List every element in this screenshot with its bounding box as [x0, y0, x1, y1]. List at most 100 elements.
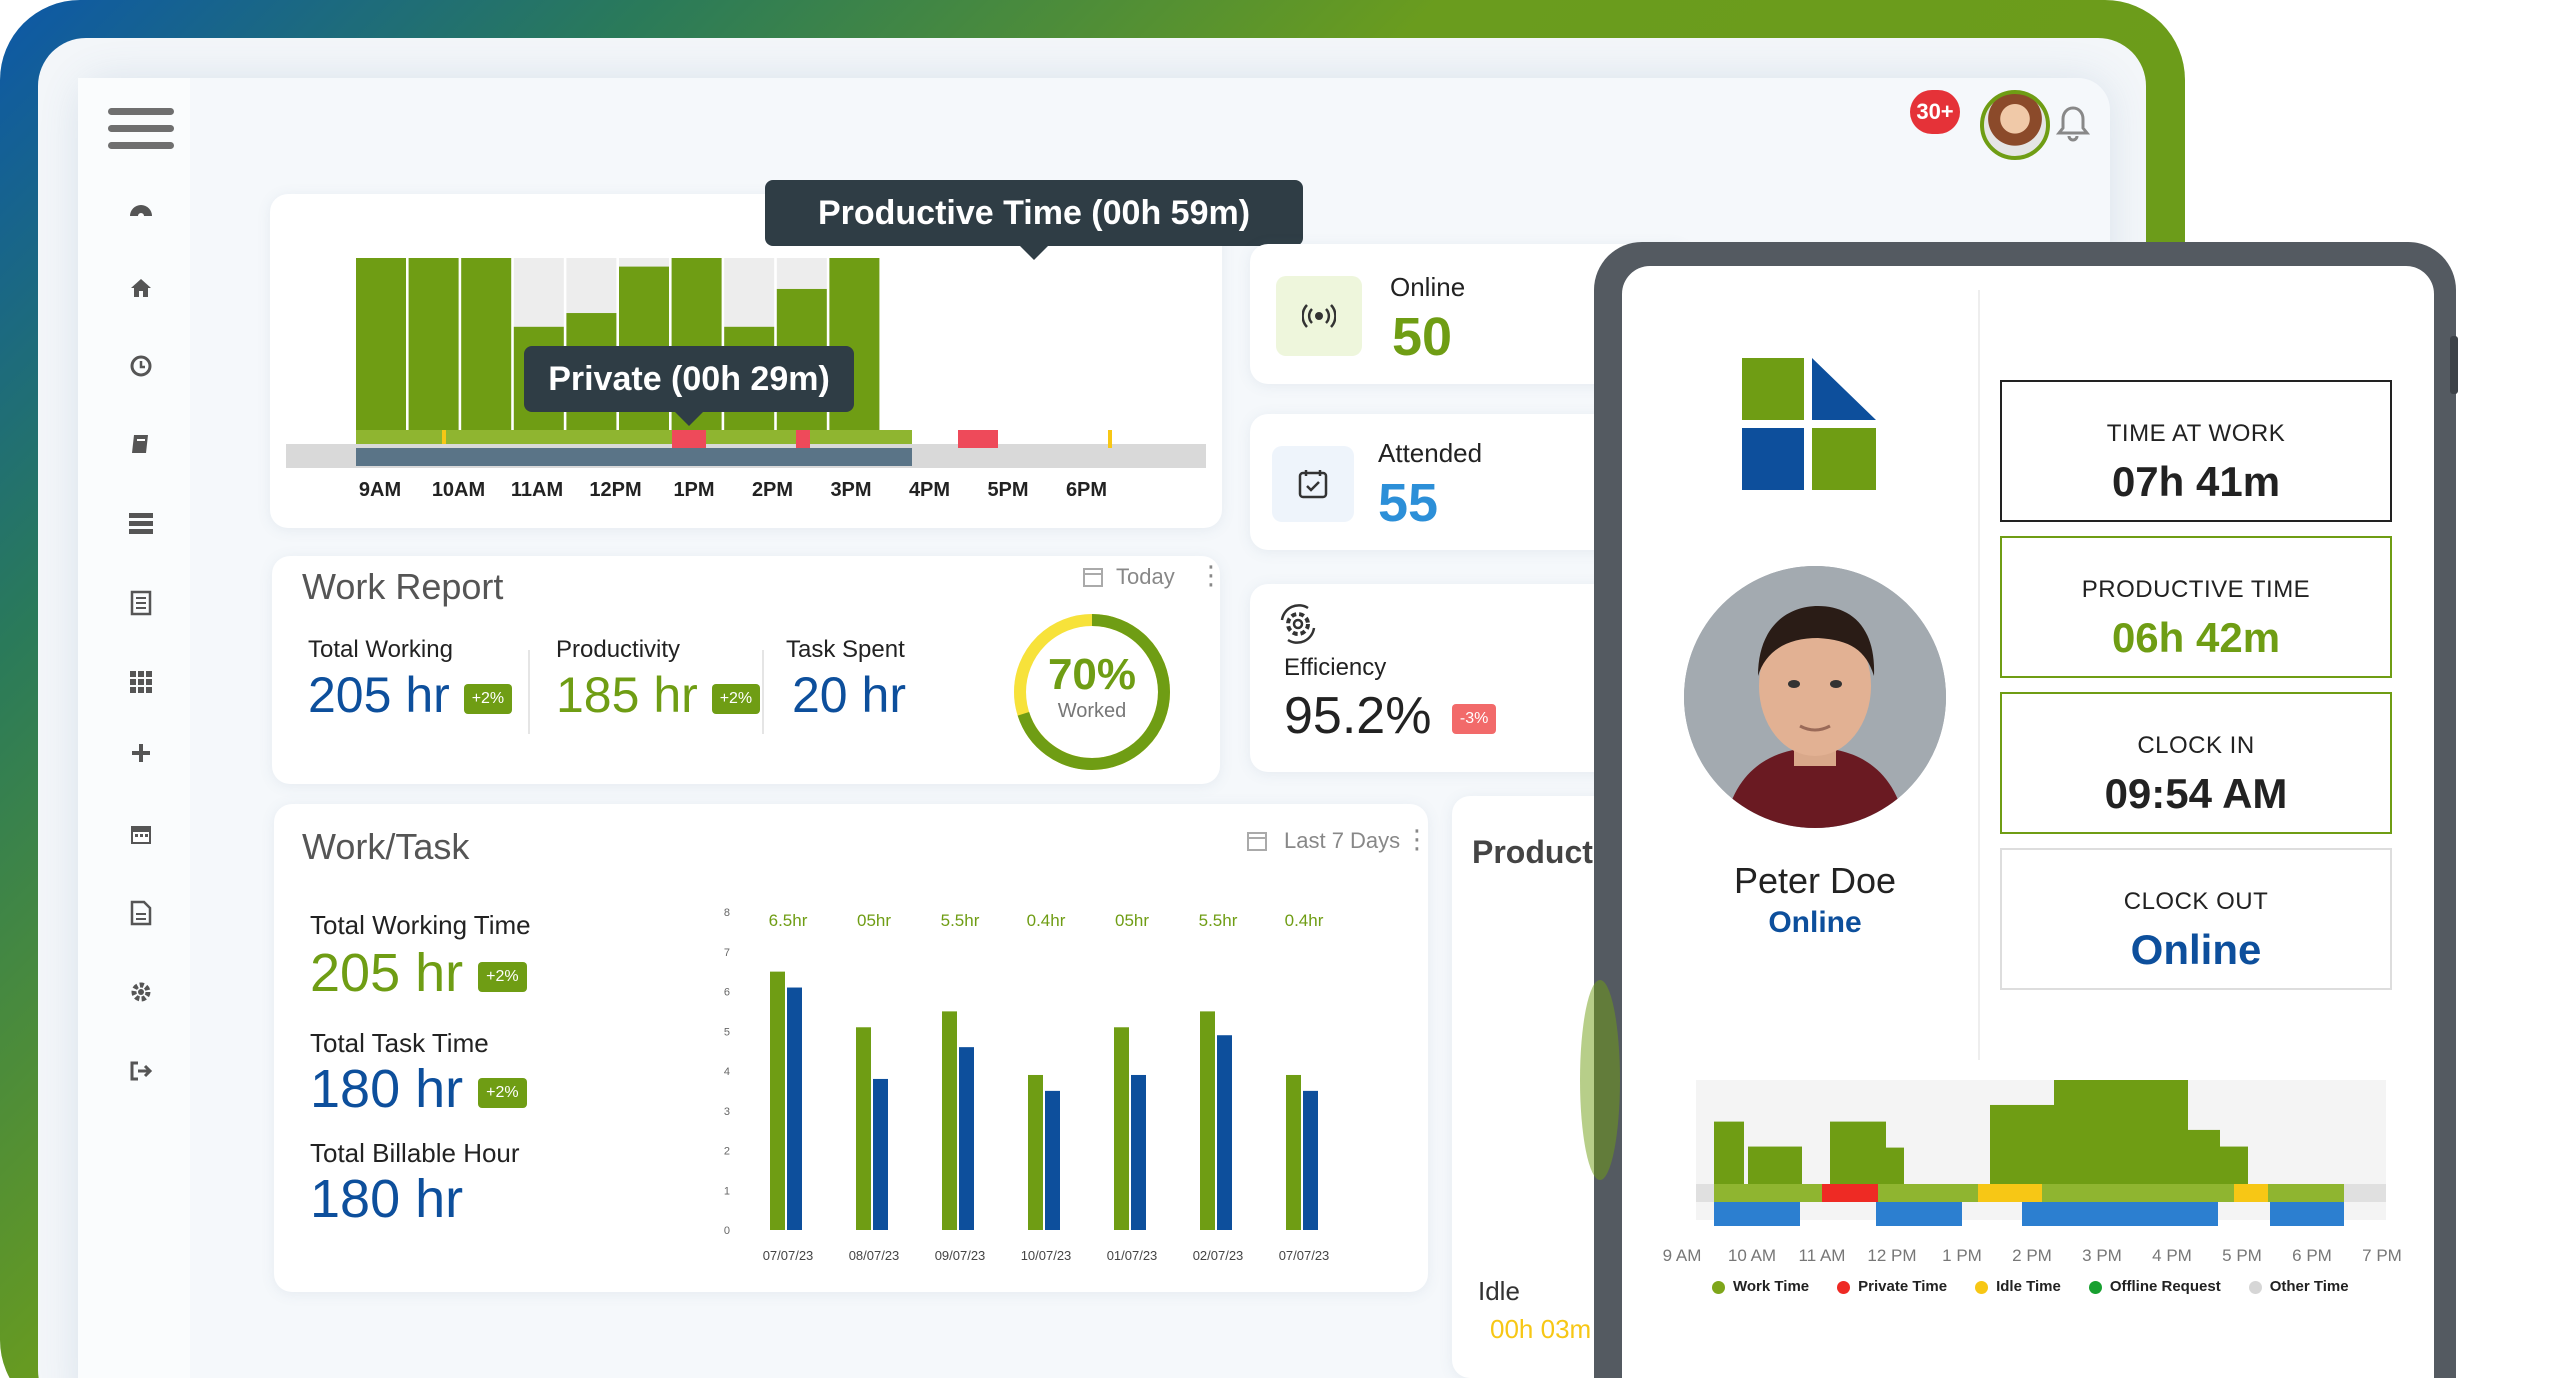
- working-time-bar: [1028, 1074, 1043, 1230]
- tablet-bar: [2054, 1080, 2122, 1184]
- working-time-bar: [1286, 1074, 1301, 1230]
- home-icon[interactable]: [126, 276, 156, 306]
- work-time-strip: [2268, 1184, 2344, 1202]
- worked-ring-value: 70%: [1047, 650, 1137, 699]
- tablet-side-shadow: [1580, 980, 1620, 1180]
- work-task-kebab-icon[interactable]: ⋮: [1404, 824, 1430, 854]
- other-time-strip: [1714, 1202, 1800, 1226]
- calendar-small-icon: [1246, 830, 1268, 852]
- tablet-hour-label: 6 PM: [2292, 1246, 2332, 1265]
- work-report-filter[interactable]: Today: [1116, 564, 1175, 589]
- tablet-hour-label: 2 PM: [2012, 1246, 2052, 1265]
- work-report-kebab-icon[interactable]: ⋮: [1198, 560, 1224, 590]
- tablet-hour-label: 3 PM: [2082, 1246, 2122, 1265]
- task-time-bar: [873, 1078, 888, 1230]
- legend-dot: [2248, 1280, 2262, 1294]
- timeline-bar: [408, 258, 459, 430]
- total-billable-value: 180 hr: [310, 1169, 464, 1229]
- legend-label: Idle Time: [1996, 1278, 2061, 1295]
- timeline-hour-label: 10AM: [432, 479, 485, 501]
- calendar-small-icon: [1082, 566, 1104, 588]
- notification-count-badge[interactable]: 30+: [1910, 90, 1960, 134]
- tablet-hour-label: 5 PM: [2222, 1246, 2262, 1265]
- attended-value: 55: [1378, 473, 1439, 533]
- work-report-card: [272, 556, 1220, 784]
- tablet-bar: [2120, 1080, 2188, 1184]
- tablet-bar: [1748, 1146, 1802, 1184]
- book-icon[interactable]: [126, 432, 156, 462]
- task-time-bar: [1045, 1090, 1060, 1230]
- y-tick-label: 5: [724, 1026, 730, 1038]
- tablet-hour-label: 9 AM: [1663, 1246, 1702, 1265]
- private-time-segment: [796, 430, 810, 448]
- x-tick-label: 01/07/23: [1107, 1248, 1158, 1263]
- timeline-hour-label: 2PM: [752, 479, 793, 501]
- work-task-title: Work/Task: [302, 826, 470, 867]
- idle-value: 00h 03m: [1490, 1314, 1592, 1344]
- time-at-work-label: TIME AT WORK: [2106, 420, 2286, 447]
- task-time-bar: [959, 1047, 974, 1230]
- clock-out-box: CLOCK OUT Online: [2000, 848, 2392, 990]
- plus-icon[interactable]: [126, 742, 156, 772]
- company-logo: [1742, 358, 1876, 492]
- work-task-chart: 0 1 2 3 4 5 6 7 8 6.5hr 07/07/23 05hr 08/07/23 5.5hr 0…: [724, 907, 1329, 1263]
- productivity-value: 185 hr +2%: [556, 666, 761, 724]
- legend-item: Private Time: [1837, 1278, 1947, 1295]
- task-time-bar: [1303, 1090, 1318, 1230]
- online-label: Online: [1390, 272, 1466, 302]
- server-icon[interactable]: [126, 512, 156, 542]
- timeline-hour-label: 9AM: [359, 479, 401, 501]
- y-tick-label: 2: [724, 1146, 730, 1158]
- legend-label: Other Time: [2269, 1278, 2349, 1295]
- menu-icon[interactable]: [105, 104, 177, 154]
- report-icon[interactable]: [126, 590, 156, 620]
- legend-item: Offline Request: [2088, 1278, 2221, 1295]
- dashboard-icon[interactable]: [126, 198, 156, 228]
- y-tick-label: 4: [724, 1066, 730, 1078]
- tablet-hour-label: 12 PM: [1867, 1246, 1916, 1265]
- total-working-number: 205 hr: [308, 667, 450, 723]
- y-tick-label: 1: [724, 1185, 730, 1197]
- tablet-timeline-chart: 9 AM 10 AM 11 AM 12 PM 1 PM 2 PM 3 PM 4 PM 5 PM 6…: [1663, 1080, 2402, 1265]
- clock-icon[interactable]: [126, 354, 156, 384]
- data-label: 5.5hr: [941, 911, 980, 930]
- efficiency-value: 95.2% -3%: [1284, 686, 1497, 746]
- work-task-card: [274, 804, 1428, 1292]
- idle-time-segment: [1108, 430, 1112, 448]
- bell-icon[interactable]: [2055, 104, 2091, 144]
- productive-time-box: PRODUCTIVE TIME 06h 42m: [2000, 536, 2392, 678]
- legend-item: Work Time: [1712, 1278, 1809, 1295]
- profile-status: Online: [1768, 906, 1862, 939]
- calendar-check-icon: [1272, 446, 1354, 522]
- time-at-work-value: 07h 41m: [2111, 458, 2281, 505]
- logout-icon[interactable]: [126, 1060, 156, 1090]
- user-avatar[interactable]: [1980, 90, 2050, 160]
- work-time-strip: [2042, 1184, 2234, 1202]
- total-task-time-number: 180 hr: [310, 1059, 464, 1119]
- tablet-hour-label: 11 AM: [1799, 1246, 1846, 1265]
- idle-time-segment: [442, 430, 446, 444]
- total-task-time-label: Total Task Time: [310, 1028, 489, 1058]
- timeline-bar: [461, 258, 512, 430]
- productivity-number: 185 hr: [556, 667, 698, 723]
- working-time-bar: [770, 971, 785, 1230]
- settings-gear-icon[interactable]: [126, 980, 156, 1010]
- apps-grid-icon[interactable]: [126, 670, 156, 700]
- x-tick-label: 09/07/23: [935, 1248, 986, 1263]
- timeline-hour-label: 6PM: [1066, 479, 1107, 501]
- legend-item: Idle Time: [1975, 1278, 2061, 1295]
- task-time-bar: [1131, 1074, 1146, 1230]
- total-working-value: 205 hr +2%: [308, 666, 513, 724]
- task-spent-label: Task Spent: [786, 636, 905, 663]
- other-time-strip: [356, 448, 912, 466]
- attended-label: Attended: [1378, 438, 1483, 468]
- working-time-bar: [1200, 1011, 1215, 1230]
- work-task-filter[interactable]: Last 7 Days: [1284, 828, 1401, 853]
- timeline-bar: [356, 258, 406, 430]
- document-icon[interactable]: [126, 900, 156, 930]
- productivity-label: Productivity: [556, 636, 681, 663]
- clock-in-label: CLOCK IN: [2137, 732, 2255, 759]
- x-tick-label: 10/07/23: [1021, 1248, 1072, 1263]
- productive-time-tooltip: Productive Time (00h 59m): [765, 180, 1303, 260]
- calendar-icon[interactable]: [126, 822, 156, 852]
